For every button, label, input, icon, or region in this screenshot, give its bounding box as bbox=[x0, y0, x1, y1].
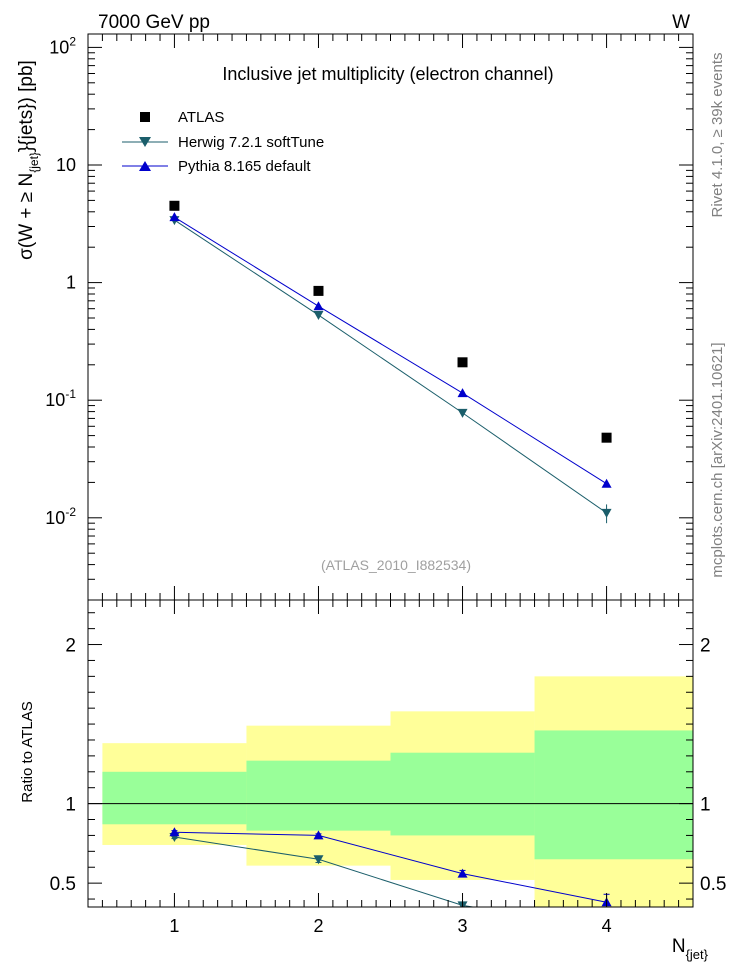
main-point-pythia bbox=[313, 301, 324, 311]
legend-label-pythia: Pythia 8.165 default bbox=[178, 158, 311, 175]
ratio-panel: 0.5 0.5 1 1 2 2 1 2 3 4 Ratio to ATLAS N{jet} bbox=[19, 599, 726, 962]
analysis-watermark: (ATLAS_2010_I882534) bbox=[321, 557, 471, 573]
legend-label-atlas: ATLAS bbox=[178, 109, 224, 126]
legend: ATLAS Herwig 7.2.1 softTune Pythia 8.165… bbox=[122, 109, 324, 175]
legend-marker-atlas bbox=[140, 112, 150, 122]
main-point-atlas bbox=[601, 432, 612, 443]
ratio-y-tick-label-right: 0.5 bbox=[700, 874, 726, 895]
main-panel: 10-2 10-1 1 10 102 Inclusive jet multiplicit… bbox=[16, 33, 694, 601]
ratio-y-axis-label: Ratio to ATLAS bbox=[19, 701, 36, 802]
main-y-axis-label: σ(W + ≥ N{jet}}{jets}) [pb] bbox=[16, 60, 41, 260]
legend-marker-pythia bbox=[139, 161, 151, 171]
ratio-band-green bbox=[102, 771, 247, 825]
main-point-pythia bbox=[601, 478, 612, 488]
main-point-atlas bbox=[313, 285, 324, 296]
x-tick-label: 2 bbox=[313, 916, 323, 936]
main-y-tick-label: 10-1 bbox=[45, 387, 76, 410]
ratio-band-green bbox=[534, 730, 693, 860]
main-point-atlas bbox=[457, 357, 468, 368]
main-point-pythia bbox=[169, 212, 180, 222]
process-label: W bbox=[672, 12, 690, 33]
rivet-label: Rivet 4.1.0, ≥ 39k events bbox=[709, 53, 726, 218]
energy-label: 7000 GeV pp bbox=[98, 12, 210, 33]
main-y-tick-label: 102 bbox=[49, 34, 76, 57]
ratio-series-group bbox=[169, 827, 612, 907]
main-title: Inclusive jet multiplicity (electron cha… bbox=[222, 64, 553, 84]
main-series-line bbox=[174, 216, 607, 485]
legend-marker-herwig bbox=[139, 137, 151, 147]
ratio-series-line bbox=[174, 836, 477, 907]
ratio-point-pythia bbox=[457, 868, 468, 878]
ratio-band-green bbox=[246, 760, 391, 831]
x-axis-label: N{jet} bbox=[672, 936, 709, 962]
main-y-tick-label: 1 bbox=[66, 273, 76, 293]
ratio-y-tick-label-left: 2 bbox=[65, 636, 76, 657]
ratio-point-herwig bbox=[313, 855, 324, 865]
x-tick-label: 3 bbox=[458, 916, 468, 936]
ratio-band-green bbox=[390, 752, 535, 836]
ratio-y-tick-label-left: 1 bbox=[65, 795, 76, 816]
ratio-y-tick-label-right: 2 bbox=[700, 636, 711, 657]
legend-label-herwig: Herwig 7.2.1 softTune bbox=[178, 134, 324, 151]
main-point-atlas bbox=[169, 200, 180, 211]
main-point-herwig bbox=[457, 408, 468, 418]
ratio-series-line bbox=[174, 831, 607, 903]
main-point-pythia bbox=[457, 388, 468, 398]
ratio-y-tick-label-right: 1 bbox=[700, 795, 711, 816]
mcplots-label: mcplots.cern.ch [arXiv:2401.10621] bbox=[709, 342, 726, 577]
ratio-point-pythia bbox=[169, 827, 180, 837]
ratio-y-tick-label-left: 0.5 bbox=[50, 874, 76, 895]
main-y-tick-label: 10-2 bbox=[45, 505, 76, 528]
x-tick-label: 4 bbox=[602, 916, 612, 936]
main-series-line bbox=[174, 219, 607, 514]
main-point-herwig bbox=[313, 311, 324, 321]
main-point-herwig bbox=[601, 508, 612, 518]
main-y-tick-label: 10 bbox=[56, 155, 76, 175]
ratio-point-pythia bbox=[313, 830, 324, 840]
x-tick-label: 1 bbox=[169, 916, 179, 936]
